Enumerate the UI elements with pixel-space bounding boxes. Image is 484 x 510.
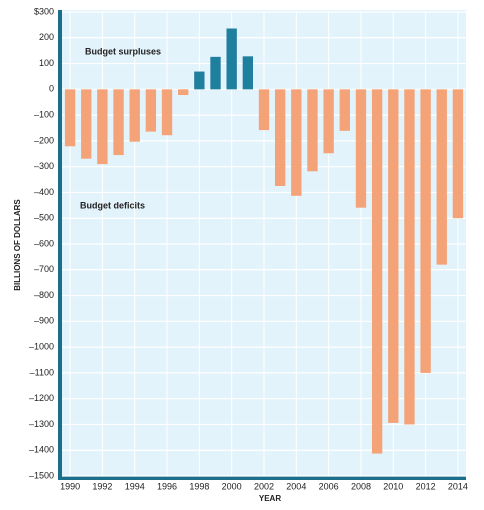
y-tick-label: 200 — [39, 32, 54, 42]
y-tick-label: –300 — [34, 161, 54, 171]
bar — [436, 89, 447, 265]
y-tick-label: –600 — [34, 238, 54, 248]
x-tick-label: 2014 — [448, 481, 468, 491]
y-tick-label: –800 — [34, 290, 54, 300]
x-tick-label: 1996 — [157, 481, 177, 491]
x-tick-label: 2002 — [254, 481, 274, 491]
y-tick-label: –400 — [34, 187, 54, 197]
bar — [339, 89, 350, 131]
annotation: Budget surpluses — [85, 46, 161, 56]
y-tick-label: –1000 — [29, 341, 54, 351]
x-tick-label: 1994 — [125, 481, 145, 491]
y-tick-label: 0 — [49, 84, 54, 94]
y-tick-label: –200 — [34, 135, 54, 145]
bar — [420, 89, 431, 373]
x-tick-label: 1990 — [60, 481, 80, 491]
bar — [388, 89, 399, 423]
y-tick-label: –1200 — [29, 393, 54, 403]
bar — [355, 89, 367, 208]
bar — [97, 89, 108, 165]
bar — [161, 89, 173, 136]
bar — [178, 89, 189, 96]
y-tick-label: –900 — [34, 316, 54, 326]
bar — [371, 89, 383, 454]
bar — [145, 89, 157, 132]
y-tick-label: –1100 — [30, 367, 54, 377]
x-tick-label: 2006 — [319, 481, 339, 491]
x-tick-label: 2010 — [383, 481, 403, 491]
bar — [307, 89, 318, 172]
bar — [194, 71, 205, 90]
annotation: Budget deficits — [80, 200, 145, 210]
bar — [81, 89, 92, 159]
y-tick-label: –500 — [34, 213, 54, 223]
bar — [226, 28, 237, 90]
bar — [210, 56, 221, 90]
y-tick-label: –1300 — [29, 419, 54, 429]
bar — [452, 89, 464, 219]
bar — [291, 89, 302, 196]
x-axis-line — [58, 476, 466, 480]
y-tick-label: –100 — [34, 109, 54, 119]
x-tick-label: 2000 — [222, 481, 242, 491]
y-tick-label: –1500 — [29, 470, 54, 480]
bar — [258, 89, 270, 131]
y-tick-label: $300 — [34, 6, 54, 16]
y-axis-line — [58, 10, 62, 480]
bar — [242, 56, 254, 90]
bar — [404, 89, 415, 425]
bar — [323, 89, 334, 154]
x-tick-label: 2012 — [416, 481, 436, 491]
x-tick-label: 2008 — [351, 481, 371, 491]
y-tick-label: –700 — [34, 264, 54, 274]
bar — [274, 89, 286, 186]
y-tick-label: 100 — [39, 58, 54, 68]
x-axis-title: YEAR — [259, 494, 281, 503]
bar — [113, 89, 124, 156]
bar — [64, 89, 76, 147]
bar — [129, 89, 140, 142]
x-tick-label: 1992 — [92, 481, 112, 491]
x-tick-label: 1998 — [189, 481, 209, 491]
y-axis-title: BILLIONS OF DOLLARS — [13, 199, 22, 291]
y-tick-label: –1400 — [29, 445, 54, 455]
x-tick-label: 2004 — [286, 481, 306, 491]
